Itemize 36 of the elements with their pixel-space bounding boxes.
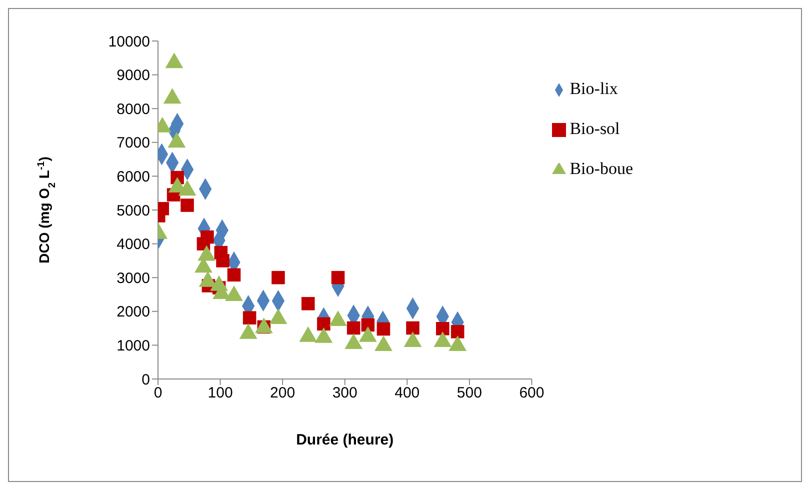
x-tick-label: 400 bbox=[394, 384, 420, 402]
y-tick-label: 7000 bbox=[116, 134, 150, 152]
legend-label: Bio-lix bbox=[570, 79, 618, 98]
y-tick-label: 1000 bbox=[116, 338, 150, 355]
x-tick-label: 200 bbox=[270, 384, 296, 402]
x-tick-label: 600 bbox=[519, 384, 544, 402]
y-tick-label: 4000 bbox=[116, 236, 150, 254]
point bbox=[331, 270, 345, 284]
point bbox=[317, 317, 330, 331]
x-axis-title: Durée (heure) bbox=[296, 432, 394, 449]
point bbox=[346, 321, 360, 335]
point bbox=[227, 268, 241, 282]
x-tick-label: 0 bbox=[154, 384, 162, 402]
y-tick-label: 8000 bbox=[116, 100, 150, 118]
y-tick-label: 5000 bbox=[116, 202, 150, 220]
point bbox=[376, 322, 390, 336]
point bbox=[301, 296, 315, 310]
x-tick-label: 300 bbox=[332, 384, 358, 402]
x-tick-label: 100 bbox=[208, 384, 233, 402]
y-tick-label: 2000 bbox=[116, 304, 150, 321]
legend-label: Bio-boue bbox=[570, 159, 633, 178]
y-tick-label: 0 bbox=[142, 371, 150, 388]
point bbox=[272, 270, 285, 284]
point bbox=[180, 198, 194, 212]
point bbox=[200, 230, 214, 244]
legend-label: Bio-sol bbox=[570, 119, 620, 138]
y-tick-label: 9000 bbox=[116, 67, 150, 84]
point bbox=[450, 325, 464, 338]
y-tick-label: 6000 bbox=[116, 168, 150, 186]
y-tick-label: 10000 bbox=[108, 33, 150, 50]
x-tick-label: 500 bbox=[456, 384, 482, 402]
point bbox=[216, 254, 230, 268]
point bbox=[406, 321, 420, 335]
point bbox=[436, 322, 450, 336]
point bbox=[242, 311, 256, 324]
y-tick-label: 3000 bbox=[116, 270, 150, 287]
